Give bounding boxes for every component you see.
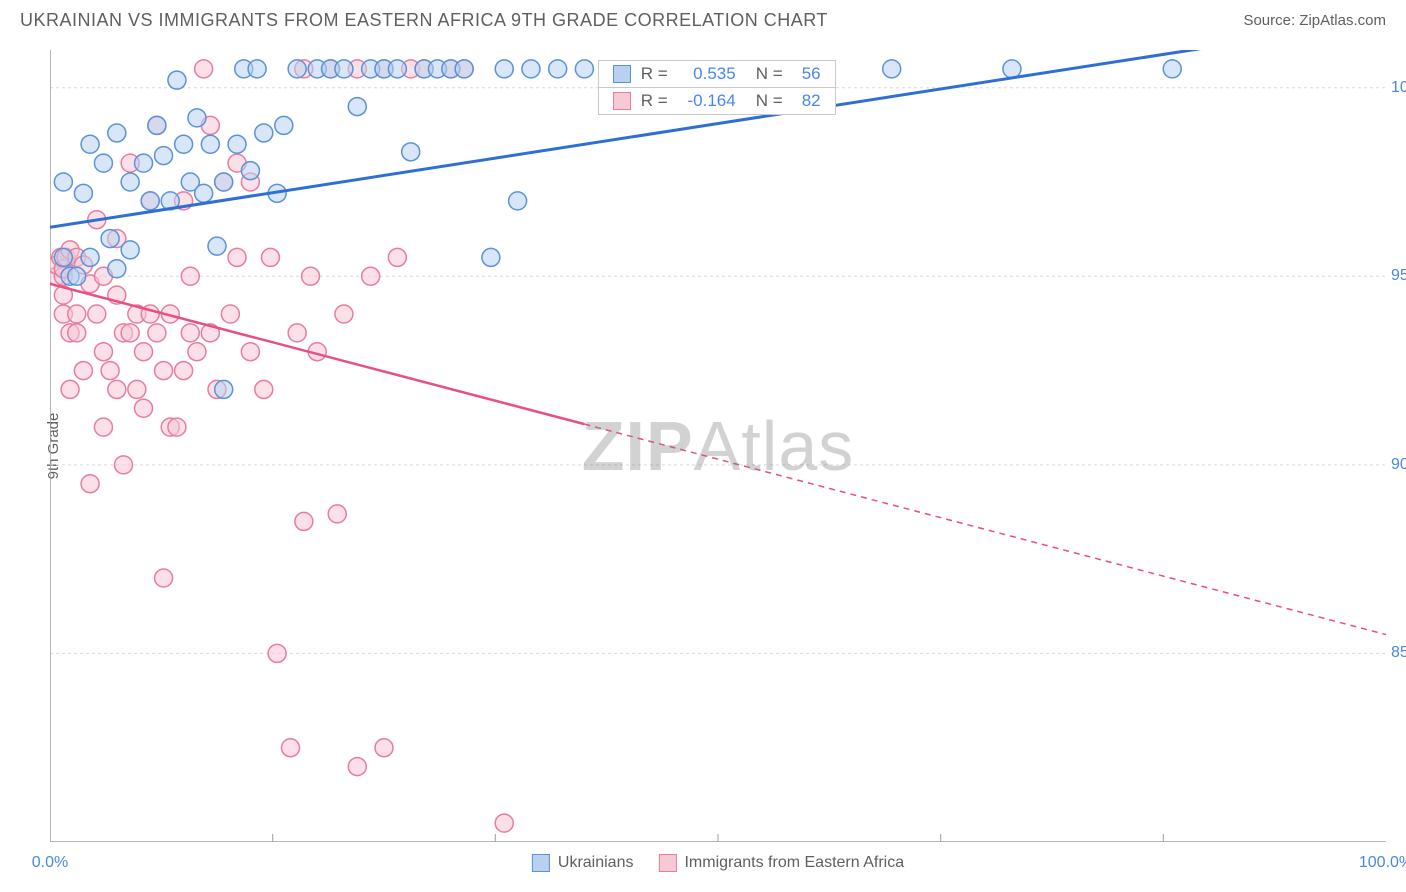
series-swatch — [613, 65, 631, 83]
legend-label: Immigrants from Eastern Africa — [684, 854, 904, 872]
legend-item: Immigrants from Eastern Africa — [658, 854, 904, 872]
y-tick-label: 95.0% — [1391, 267, 1406, 285]
legend-swatch — [658, 854, 676, 872]
legend-item: Ukrainians — [532, 854, 634, 872]
chart-source: Source: ZipAtlas.com — [1243, 12, 1386, 29]
chart-title: UKRAINIAN VS IMMIGRANTS FROM EASTERN AFR… — [20, 10, 828, 31]
n-value: 82 — [793, 91, 821, 111]
chart-area: 9th Grade ZIPAtlas R = 0.535 N = 56 R = … — [50, 50, 1386, 842]
correlation-row: R = 0.535 N = 56 — [599, 61, 835, 88]
x-tick-label: 100.0% — [1359, 854, 1406, 872]
x-tick-label: 0.0% — [32, 854, 68, 872]
r-label: R = — [641, 64, 668, 84]
legend-label: Ukrainians — [558, 854, 634, 872]
r-value: -0.164 — [678, 91, 736, 111]
legend-swatch — [532, 854, 550, 872]
n-label: N = — [756, 91, 783, 111]
y-tick-label: 100.0% — [1391, 79, 1406, 97]
r-value: 0.535 — [678, 64, 736, 84]
r-label: R = — [641, 91, 668, 111]
correlation-legend: R = 0.535 N = 56 R = -0.164 N = 82 — [598, 60, 836, 115]
series-legend: Ukrainians Immigrants from Eastern Africa — [532, 854, 904, 872]
scatter-plot — [50, 50, 1386, 842]
y-tick-label: 85.0% — [1391, 644, 1406, 662]
n-value: 56 — [793, 64, 821, 84]
y-tick-label: 90.0% — [1391, 456, 1406, 474]
n-label: N = — [756, 64, 783, 84]
chart-header: UKRAINIAN VS IMMIGRANTS FROM EASTERN AFR… — [0, 0, 1406, 37]
correlation-row: R = -0.164 N = 82 — [599, 88, 835, 114]
series-swatch — [613, 92, 631, 110]
